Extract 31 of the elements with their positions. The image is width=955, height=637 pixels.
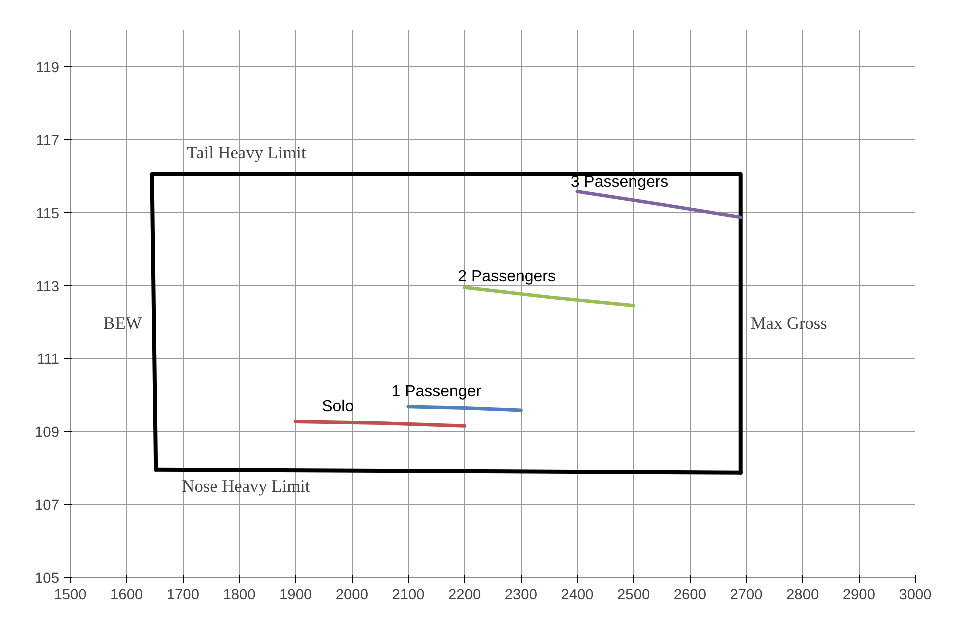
y-tick-label: 109 xyxy=(35,425,60,442)
x-tick-label: 1500 xyxy=(54,588,87,604)
x-tick-label: 1800 xyxy=(223,588,256,604)
x-tick-label: 2500 xyxy=(618,588,650,604)
x-tick-label: 2600 xyxy=(674,588,706,604)
x-tick-label: 1700 xyxy=(166,588,200,604)
y-tick-label: 107 xyxy=(35,498,60,514)
annotation: BEW xyxy=(104,314,143,334)
y-tick-label: 111 xyxy=(37,352,60,368)
x-tick-label: 2700 xyxy=(730,588,763,604)
x-tick-label: 2900 xyxy=(842,588,876,604)
x-tick-label: 2000 xyxy=(336,588,368,604)
x-tick-label: 2100 xyxy=(392,588,425,604)
y-tick-label: 119 xyxy=(36,60,60,76)
series-label: Solo xyxy=(322,398,354,416)
x-tick-label: 2200 xyxy=(448,588,482,604)
annotation: Max Gross xyxy=(750,314,828,334)
y-tick-label: 117 xyxy=(36,133,60,150)
y-tick-label: 115 xyxy=(36,206,60,222)
annotation: Tail Heavy Limit xyxy=(187,144,306,163)
annotation: Nose Heavy Limit xyxy=(182,476,310,496)
x-tick-label: 2800 xyxy=(786,588,820,604)
x-tick-label: 1600 xyxy=(110,588,144,604)
x-tick-label: 1900 xyxy=(280,588,312,604)
series-label: 2 Passengers xyxy=(458,268,556,286)
series-label: 1 Passenger xyxy=(392,384,482,401)
x-tick-label: 2400 xyxy=(561,588,594,604)
y-tick-label: 105 xyxy=(35,571,60,587)
x-tick-label: 2300 xyxy=(504,588,538,604)
y-tick-label: 113 xyxy=(36,279,60,296)
x-tick-label: 3000 xyxy=(899,588,932,604)
